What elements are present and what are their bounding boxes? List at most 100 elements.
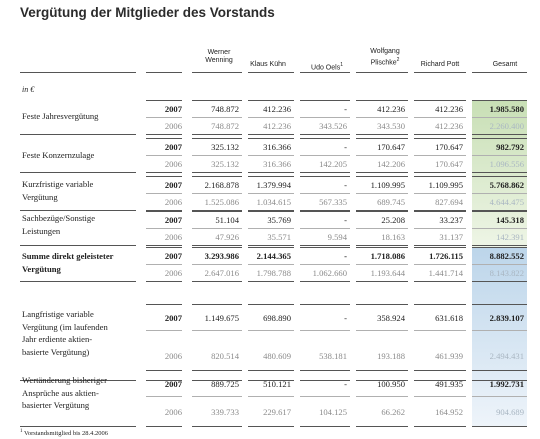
- value-2007: 491.935: [435, 378, 463, 389]
- year-2006: 2006: [164, 197, 182, 207]
- row-rule: [192, 330, 242, 331]
- value-2006: 904.689: [496, 406, 524, 417]
- row-label: Summe direkt geleisteter Vergütung: [22, 251, 114, 274]
- value-2007: -: [344, 180, 347, 190]
- row-rule: [20, 380, 136, 381]
- year-2006: 2006: [164, 350, 182, 361]
- value-2007: 170.647: [377, 142, 405, 152]
- year-2006: 2006: [164, 406, 182, 417]
- value-2007: 3.293.986: [204, 251, 239, 261]
- value-2007: -: [344, 251, 347, 261]
- value-2006: 538.181: [319, 350, 347, 361]
- value-2006: 1.441.714: [428, 268, 463, 278]
- row-rule: [192, 138, 242, 139]
- value-2007: 145.318: [496, 215, 524, 225]
- row-rule: [414, 211, 466, 212]
- row-rule: [248, 426, 294, 427]
- total-column-green-bg: [472, 100, 527, 247]
- value-2006: 142.206: [377, 159, 405, 169]
- row-rule: [472, 380, 527, 381]
- value-2006: 31.137: [439, 232, 463, 242]
- value-2006: 142.205: [319, 159, 347, 169]
- row-rule: [414, 304, 466, 305]
- row-rule: [414, 247, 466, 248]
- row-rule: [356, 264, 408, 265]
- row-rule: [192, 426, 242, 427]
- row-rule: [414, 193, 466, 194]
- row-rule: [300, 396, 350, 397]
- row-rule: [192, 117, 242, 118]
- row-rule: [356, 211, 408, 212]
- year-2007: 2007: [164, 251, 182, 261]
- value-2006: 316.366: [263, 159, 291, 169]
- value-2007: 412.236: [435, 104, 463, 114]
- year-2006: 2006: [164, 232, 182, 242]
- row-rule: [356, 304, 408, 305]
- row-rule: [300, 155, 350, 156]
- value-2007: 51.104: [215, 215, 239, 225]
- row-rule: [414, 138, 466, 139]
- row-rule: [146, 228, 182, 229]
- value-2007: 1.718.086: [370, 251, 405, 261]
- value-2007: 1.992.731: [489, 378, 524, 389]
- row-rule: [192, 211, 242, 212]
- value-2007: -: [344, 215, 347, 225]
- value-2006: 170.647: [435, 159, 463, 169]
- row-rule: [192, 100, 242, 101]
- value-2006: 142.391: [496, 232, 524, 242]
- page-title: Vergütung der Mitglieder des Vorstands: [20, 5, 275, 20]
- row-rule: [414, 100, 466, 101]
- value-2006: 567.335: [319, 197, 347, 207]
- value-2007: -: [344, 312, 347, 323]
- row-rule: [414, 134, 466, 135]
- value-2007: 1.109.995: [370, 180, 405, 190]
- row-rule: [192, 193, 242, 194]
- row-rule: [248, 396, 294, 397]
- row-rule: [192, 172, 242, 173]
- row-rule: [146, 330, 182, 331]
- row-rule: [414, 245, 466, 246]
- row-rule: [414, 117, 466, 118]
- row-rule: [192, 210, 242, 211]
- row-label: Kurzfristige variable Vergütung: [22, 179, 94, 202]
- header-rule: [300, 72, 350, 73]
- row-rule: [248, 304, 294, 305]
- row-rule: [248, 117, 294, 118]
- value-2007: 510.121: [263, 378, 291, 389]
- row-rule: [248, 245, 294, 246]
- value-2007: 25.208: [381, 215, 405, 225]
- header-rule: [356, 72, 408, 73]
- row-rule: [472, 134, 527, 135]
- year-2007: 2007: [164, 180, 182, 190]
- row-rule: [472, 193, 527, 194]
- row-rule: [472, 304, 527, 305]
- row-rule: [300, 304, 350, 305]
- value-2007: 1.379.994: [256, 180, 291, 190]
- value-2007: 1.985.580: [489, 104, 524, 114]
- row-rule: [472, 211, 527, 212]
- row-rule: [192, 304, 242, 305]
- row-rule: [20, 281, 136, 282]
- row-rule: [248, 176, 294, 177]
- header-rule: [146, 72, 182, 73]
- value-2006: 339.733: [211, 406, 239, 417]
- value-2007: 5.768.862: [489, 180, 524, 190]
- value-2007: 8.882.552: [489, 251, 524, 261]
- row-rule: [472, 426, 527, 427]
- row-rule: [146, 245, 182, 246]
- year-2007: 2007: [164, 104, 182, 114]
- value-2007: 35.769: [267, 215, 291, 225]
- row-rule: [414, 210, 466, 211]
- row-rule: [192, 245, 242, 246]
- value-2006: 827.694: [435, 197, 463, 207]
- col-header-kuehn: Klaus Kühn: [250, 61, 286, 68]
- row-rule: [356, 245, 408, 246]
- value-2007: -: [344, 378, 347, 389]
- row-rule: [300, 100, 350, 101]
- row-rule: [248, 172, 294, 173]
- value-2007: 1.149.675: [204, 312, 239, 323]
- row-rule: [300, 210, 350, 211]
- year-2006: 2006: [164, 159, 182, 169]
- row-rule: [356, 193, 408, 194]
- row-rule: [192, 370, 242, 371]
